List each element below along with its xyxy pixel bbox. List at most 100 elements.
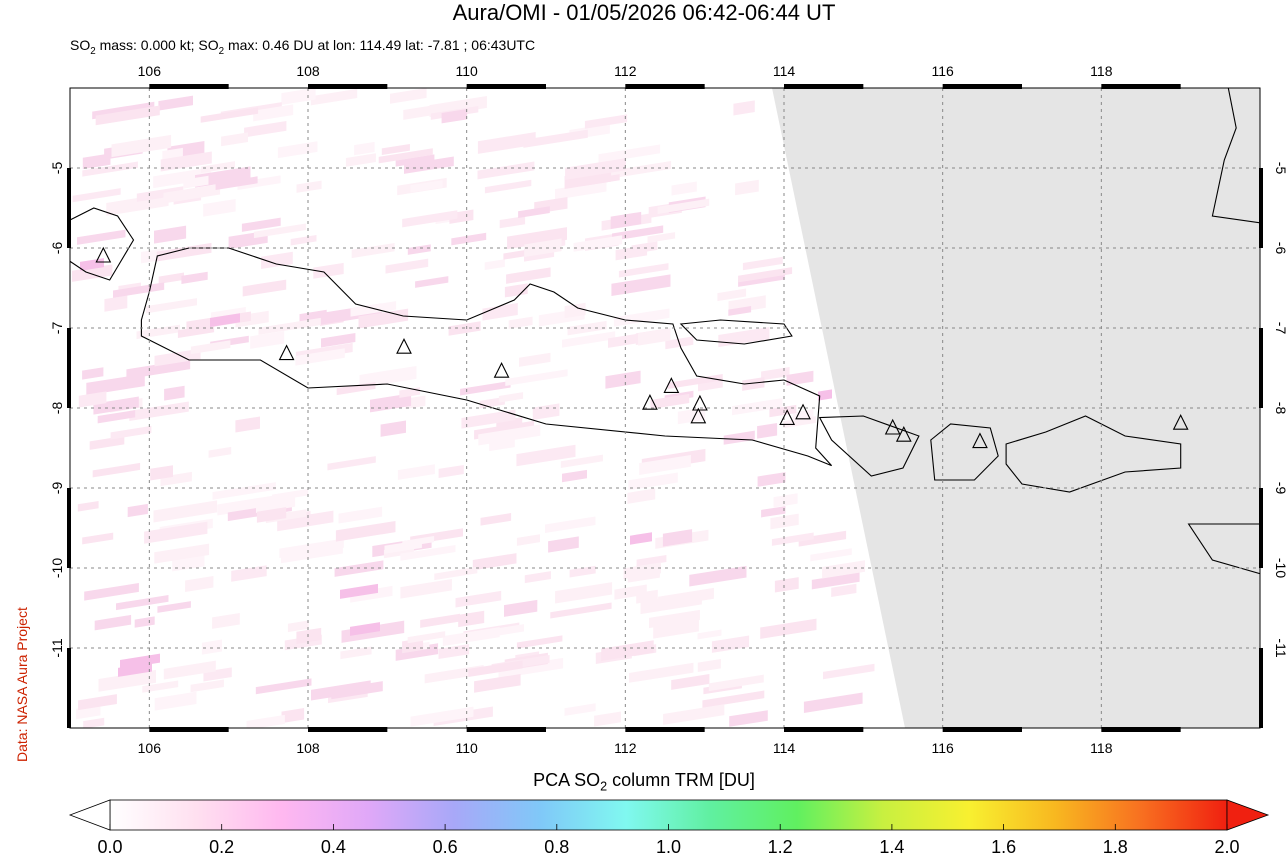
colorbar-tick-label: 0.8 bbox=[544, 837, 569, 855]
colorbar-max-arrow bbox=[1226, 799, 1270, 831]
lat-tick-label-left: -9 bbox=[49, 482, 65, 495]
so2-retrieval-pixel bbox=[757, 472, 786, 487]
so2-retrieval-pixel bbox=[338, 506, 383, 524]
so2-retrieval-pixel bbox=[381, 143, 410, 156]
so2-retrieval-pixel bbox=[250, 330, 285, 349]
so2-subscript: 2 bbox=[90, 45, 96, 57]
so2-retrieval-pixel bbox=[407, 244, 431, 255]
so2-retrieval-pixel bbox=[518, 206, 550, 219]
so2-retrieval-pixel bbox=[441, 109, 468, 124]
so2-retrieval-pixel bbox=[190, 679, 224, 693]
so2-retrieval-pixel bbox=[728, 306, 752, 316]
border-tick bbox=[1259, 168, 1263, 248]
so2-retrieval-pixel bbox=[146, 298, 198, 314]
lon-tick-label-bottom: 112 bbox=[614, 740, 637, 756]
border-tick bbox=[784, 727, 864, 732]
so2-retrieval-pixel bbox=[217, 495, 273, 516]
so2-retrieval-pixel bbox=[384, 539, 422, 554]
so2-retrieval-pixel bbox=[478, 424, 541, 446]
so2-retrieval-pixel bbox=[253, 223, 306, 239]
lat-tick-label-right: -7 bbox=[1273, 322, 1288, 335]
so2-retrieval-pixel bbox=[628, 472, 678, 491]
so2-retrieval-pixel bbox=[420, 613, 461, 628]
so2-retrieval-pixel bbox=[89, 435, 125, 450]
so2-retrieval-pixel bbox=[345, 153, 376, 167]
volcano-icon bbox=[895, 425, 912, 442]
so2-retrieval-pixel bbox=[524, 571, 551, 584]
so2-retrieval-pixel bbox=[555, 582, 613, 604]
so2-retrieval-pixel bbox=[208, 446, 232, 458]
so2-label: SO bbox=[70, 37, 91, 53]
so2-retrieval-pixel bbox=[697, 629, 722, 640]
volcano-icon bbox=[642, 393, 658, 410]
so2-retrieval-pixel bbox=[770, 513, 799, 530]
border-tick bbox=[149, 84, 229, 89]
so2-retrieval-pixel bbox=[508, 316, 533, 329]
so2-retrieval-pixel bbox=[354, 141, 375, 156]
so2-retrieval-pixel bbox=[215, 176, 258, 190]
so2-retrieval-pixel bbox=[203, 198, 236, 217]
so2-retrieval-pixel bbox=[564, 302, 586, 319]
lat-tick-label-left: -8 bbox=[49, 402, 65, 415]
so2-retrieval-pixel bbox=[190, 340, 231, 355]
border-tick bbox=[1101, 727, 1181, 732]
so2-retrieval-pixel bbox=[458, 610, 485, 628]
so2-retrieval-pixel bbox=[605, 370, 641, 389]
so2-retrieval-pixel bbox=[584, 174, 620, 186]
so2-retrieval-pixel bbox=[718, 326, 770, 348]
lombok-coastline bbox=[930, 423, 999, 481]
lon-tick-label-bottom: 116 bbox=[932, 740, 955, 756]
colorbar-tick-label: 1.2 bbox=[768, 837, 793, 855]
so2-retrieval-pixel bbox=[769, 404, 797, 418]
so2-retrieval-pixel bbox=[321, 333, 356, 348]
so2-retrieval-pixel bbox=[256, 497, 296, 513]
lat-tick-label-right: -9 bbox=[1273, 482, 1288, 495]
so2-retrieval-pixel bbox=[671, 181, 697, 196]
so2-retrieval-pixel bbox=[831, 583, 857, 598]
so2-retrieval-pixel bbox=[761, 506, 786, 518]
so2-retrieval-pixel bbox=[154, 225, 187, 244]
colorbar: 0.0 0.2 0.4 0.6 0.8 1.0 1.2 1.4 1.6 1.8 2.0 bbox=[68, 799, 1270, 855]
so2-retrieval-pixel bbox=[404, 156, 454, 174]
so2-retrieval-pixel bbox=[200, 107, 259, 123]
so2-retrieval-pixel bbox=[516, 534, 541, 546]
border-tick bbox=[625, 727, 705, 732]
so2-retrieval-pixel bbox=[761, 367, 790, 381]
so2-retrieval-pixel bbox=[118, 662, 152, 677]
so2-retrieval-pixel bbox=[136, 186, 184, 202]
border-tick bbox=[784, 84, 864, 89]
so2-retrieval-pixel bbox=[258, 317, 321, 335]
lon-tick-label-bottom: 114 bbox=[773, 740, 796, 756]
so2-retrieval-pixel bbox=[460, 380, 511, 396]
so2-retrieval-pixel bbox=[524, 238, 562, 258]
so2-retrieval-pixel bbox=[237, 175, 281, 190]
so2-retrieval-pixel bbox=[742, 377, 765, 391]
so2-retrieval-pixel bbox=[818, 389, 832, 401]
volcano-icon bbox=[795, 403, 811, 420]
lon-tick-label-top: 112 bbox=[614, 63, 637, 79]
so2-retrieval-pixel bbox=[154, 691, 197, 711]
so2-retrieval-pixel bbox=[564, 703, 596, 716]
so2-retrieval-pixel bbox=[235, 416, 260, 433]
so2-retrieval-pixel bbox=[144, 521, 208, 544]
lon-tick-label-top: 116 bbox=[932, 63, 955, 79]
colorbar-title-suffix: column TRM [DU] bbox=[607, 770, 755, 790]
so2-retrieval-pixel bbox=[335, 520, 396, 542]
lon-tick-label-top: 106 bbox=[138, 63, 162, 79]
volcano-icon bbox=[493, 361, 510, 378]
so2-retrieval-pixel bbox=[313, 262, 344, 279]
so2-retrieval-pixel bbox=[434, 566, 478, 581]
so2-retrieval-pixel bbox=[281, 88, 316, 105]
so2-retrieval-pixel bbox=[823, 663, 875, 680]
so2-retrieval-pixel bbox=[261, 251, 293, 270]
so2-retrieval-pixel bbox=[451, 232, 487, 246]
so2-retrieval-pixel bbox=[153, 167, 212, 189]
so2-retrieval-pixel bbox=[742, 256, 783, 271]
so2-retrieval-pixel bbox=[272, 488, 309, 502]
border-tick bbox=[67, 328, 71, 408]
so2-retrieval-pixel bbox=[397, 464, 435, 480]
lon-tick-label-top: 108 bbox=[296, 63, 320, 79]
so2-retrieval-pixel bbox=[82, 532, 114, 545]
so2-retrieval-pixel bbox=[677, 407, 706, 425]
